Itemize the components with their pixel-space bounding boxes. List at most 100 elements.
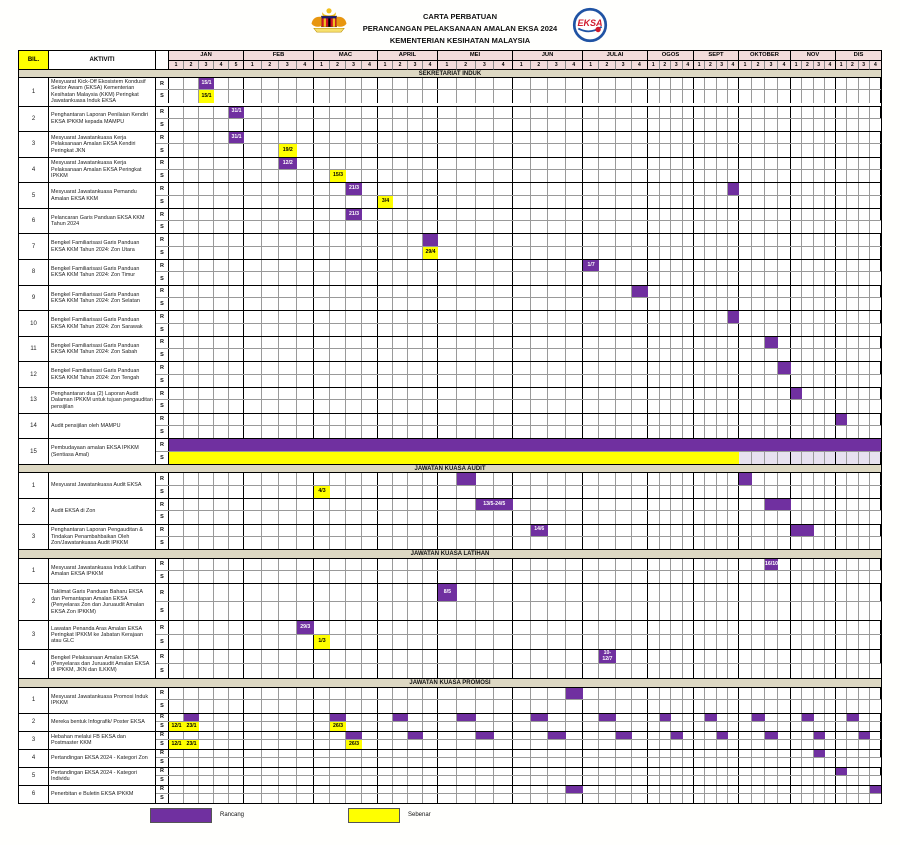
rancang-mark	[739, 473, 752, 485]
week-cell	[297, 473, 314, 485]
week-cell	[393, 272, 408, 285]
week-cell	[169, 767, 184, 776]
week-cell	[262, 558, 279, 570]
week-cell	[660, 498, 671, 511]
week-cell	[297, 132, 314, 144]
week-cell	[765, 388, 778, 400]
week-cell	[362, 570, 378, 584]
week-cell	[297, 285, 314, 297]
week-cell	[870, 537, 881, 549]
week-cell	[648, 713, 660, 722]
week-cell	[330, 749, 346, 758]
week-cell	[847, 740, 859, 749]
week-cell	[717, 524, 728, 536]
week-cell	[262, 536, 279, 550]
week-cell	[583, 713, 600, 722]
week-cell	[408, 260, 423, 272]
week-cell	[683, 106, 694, 118]
week-cell	[457, 388, 476, 400]
week-cell	[513, 311, 531, 323]
week-cell	[739, 749, 752, 758]
week-cell	[214, 349, 229, 362]
week-cell	[728, 272, 739, 285]
week-cell	[802, 272, 814, 285]
week-cell	[457, 425, 476, 439]
week-cell	[279, 758, 297, 767]
week-cell	[199, 700, 214, 713]
week-cell	[694, 740, 706, 749]
week-cell	[494, 106, 513, 118]
week-cell	[229, 511, 244, 524]
week-cell	[438, 349, 457, 362]
week-cell	[802, 621, 814, 635]
week-cell	[739, 323, 752, 336]
week-cell	[671, 635, 683, 650]
week-cell	[870, 602, 881, 620]
week-cell	[802, 183, 814, 195]
week-cell	[825, 558, 836, 570]
actual-track: S	[156, 536, 881, 550]
week-cell	[566, 90, 583, 103]
week-cell	[423, 388, 438, 400]
plan-track: R	[156, 336, 881, 350]
week-cell	[531, 635, 548, 650]
row-type-label: S	[156, 570, 169, 584]
week-cell	[717, 740, 728, 749]
week-cell	[393, 485, 408, 498]
week-cell	[362, 722, 378, 731]
week-cell	[393, 90, 408, 103]
week-cell	[184, 758, 199, 767]
week-cell	[184, 511, 199, 524]
activity-number: 6	[19, 208, 49, 234]
week-cell	[694, 664, 706, 679]
plan-track: R 13/5-24/5	[156, 498, 881, 512]
week-cell	[279, 336, 297, 349]
week-cell	[616, 169, 632, 183]
week-cell	[169, 485, 184, 498]
week-cell	[423, 740, 438, 749]
week-cell	[870, 78, 881, 90]
week-cell	[825, 740, 836, 749]
week-cell	[548, 208, 566, 221]
week-cell	[531, 78, 548, 90]
week-cell	[214, 536, 229, 550]
week-cell	[244, 650, 262, 664]
week-cell	[765, 234, 778, 246]
week-cell	[548, 776, 566, 785]
week-cell	[671, 413, 683, 425]
week-number-cell: 1	[648, 60, 660, 70]
week-cell	[717, 323, 728, 336]
week-cell	[683, 602, 694, 621]
week-cell	[346, 90, 362, 103]
week-cell	[566, 400, 583, 413]
activity-text: Pertandingan EKSA 2024 - Kategori Zon	[51, 755, 148, 761]
week-cell	[438, 700, 457, 713]
week-cell	[739, 740, 752, 749]
week-cell	[870, 776, 881, 785]
week-cell	[791, 183, 803, 195]
week-cell	[765, 635, 778, 650]
week-cell	[548, 106, 566, 118]
week-cell	[632, 413, 648, 425]
legend: Rancang Sebenar	[0, 808, 900, 832]
week-cell	[378, 794, 393, 803]
row-type-label: S	[156, 349, 169, 362]
week-cell	[705, 621, 717, 635]
week-cell	[378, 570, 393, 584]
rancang-mark	[836, 767, 848, 776]
week-cell	[199, 297, 214, 311]
activity-number: 1	[19, 558, 49, 584]
week-cell	[671, 785, 683, 794]
week-cell	[330, 157, 346, 169]
week-cell	[599, 106, 616, 118]
week-cell	[314, 260, 330, 272]
week-cell	[244, 323, 262, 336]
activity-number: 14	[19, 413, 49, 439]
week-cell	[438, 794, 457, 803]
week-cell	[457, 362, 476, 374]
week-cell	[632, 246, 648, 260]
week-grid: 12/2	[169, 157, 881, 169]
week-cell	[199, 713, 214, 722]
week-cell	[632, 758, 648, 767]
week-cell	[531, 740, 548, 749]
